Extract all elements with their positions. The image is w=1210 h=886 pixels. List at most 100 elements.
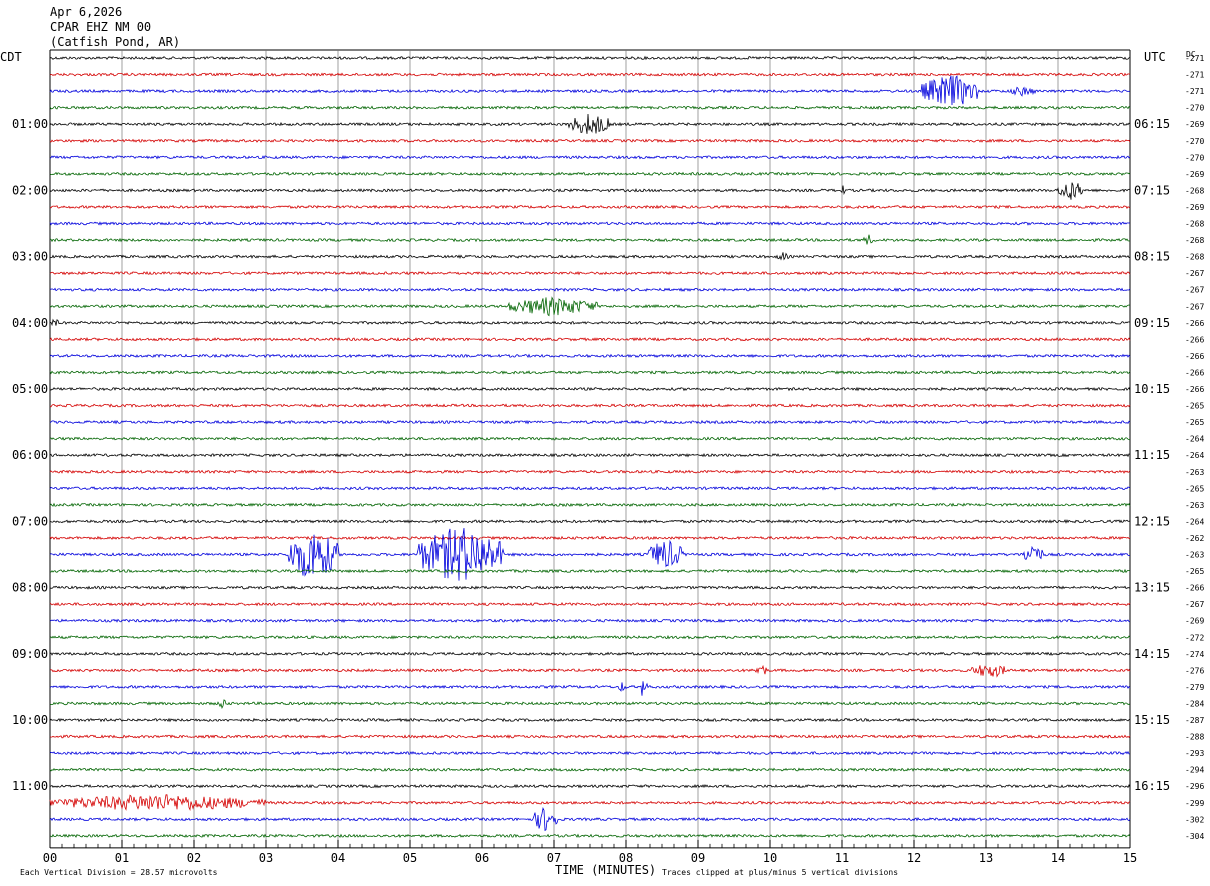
x-tick-label: 15 — [1123, 851, 1137, 865]
dc-offset-label: -269 — [1185, 203, 1204, 212]
x-axis-title: TIME (MINUTES) — [555, 863, 656, 877]
trace-line-33 — [49, 602, 1131, 607]
left-hour-label: 02:00 — [12, 183, 48, 197]
dc-offset-label: -268 — [1185, 220, 1204, 229]
trace-line-10 — [49, 221, 1131, 226]
dc-offset-label: -296 — [1185, 782, 1204, 791]
dc-offset-label: -271 — [1185, 71, 1204, 80]
dc-offset-label: -288 — [1185, 733, 1204, 742]
trace-line-27 — [49, 502, 1131, 508]
trace-line-6 — [49, 154, 1131, 160]
trace-layer — [49, 55, 1131, 839]
dc-offset-label: -268 — [1185, 236, 1204, 245]
dc-offset-label: -266 — [1185, 584, 1204, 593]
dc-offset-label: -262 — [1185, 534, 1204, 543]
x-tick-label: 11 — [835, 851, 849, 865]
dc-offset-label: -272 — [1185, 633, 1204, 642]
left-hour-label: 01:00 — [12, 117, 48, 131]
trace-line-46 — [49, 807, 1131, 832]
x-tick-label: 14 — [1051, 851, 1065, 865]
dc-offset-label: -270 — [1185, 137, 1204, 146]
right-hour-label: 12:15 — [1134, 514, 1170, 528]
trace-line-4 — [49, 113, 1131, 134]
dc-offset-label: -263 — [1185, 468, 1204, 477]
x-tick-label: 03 — [259, 851, 273, 865]
left-hour-label: 07:00 — [12, 514, 48, 528]
trace-line-26 — [49, 485, 1131, 491]
right-hour-label: 07:15 — [1134, 183, 1170, 197]
dc-offset-label: -266 — [1185, 385, 1204, 394]
trace-line-40 — [49, 717, 1131, 723]
trace-line-19 — [49, 370, 1131, 375]
plot-date: Apr 6,2026 — [50, 5, 122, 19]
right-hour-label: 13:15 — [1134, 581, 1170, 595]
dc-offset-label: -279 — [1185, 683, 1204, 692]
dc-offset-label: -293 — [1185, 749, 1204, 758]
trace-line-21 — [49, 403, 1131, 408]
x-tick-label: 10 — [763, 851, 777, 865]
dc-offset-label: -269 — [1185, 120, 1204, 129]
right-hour-label: 15:15 — [1134, 713, 1170, 727]
dc-offset-label: -265 — [1185, 484, 1204, 493]
dc-offset-label: -264 — [1185, 435, 1204, 444]
x-tick-label: 04 — [331, 851, 345, 865]
left-hour-label: 05:00 — [12, 382, 48, 396]
station-location: (Catfish Pond, AR) — [50, 35, 180, 49]
trace-line-3 — [49, 105, 1131, 110]
trace-line-24 — [49, 452, 1131, 458]
dc-offset-label: -302 — [1185, 815, 1204, 824]
dc-offset-label: -299 — [1185, 799, 1204, 808]
dc-offset-label: -264 — [1185, 517, 1204, 526]
left-timezone-label: CDT — [0, 50, 22, 64]
trace-line-20 — [49, 386, 1131, 392]
dc-offset-label: -263 — [1185, 501, 1204, 510]
x-tick-label: 01 — [115, 851, 129, 865]
trace-line-12 — [50, 252, 1131, 261]
dc-offset-label: -266 — [1185, 352, 1204, 361]
x-tick-label: 06 — [475, 851, 489, 865]
dc-offset-label: -264 — [1185, 451, 1204, 460]
dc-offset-label: -276 — [1185, 666, 1204, 675]
x-tick-label: 09 — [691, 851, 705, 865]
trace-line-37 — [49, 664, 1131, 678]
trace-line-43 — [49, 767, 1131, 772]
station-code: CPAR EHZ NM 00 — [50, 20, 151, 34]
trace-line-38 — [49, 681, 1131, 696]
right-hour-label: 10:15 — [1134, 382, 1170, 396]
dc-offset-label: -268 — [1185, 186, 1204, 195]
trace-line-42 — [49, 750, 1131, 756]
right-hour-label: 09:15 — [1134, 316, 1170, 330]
trace-line-22 — [49, 419, 1131, 425]
trace-line-17 — [49, 337, 1131, 342]
dc-offset-label: -274 — [1185, 650, 1204, 659]
right-hour-label: 11:15 — [1134, 448, 1170, 462]
left-hour-label: 06:00 — [12, 448, 48, 462]
dc-offset-label: -267 — [1185, 600, 1204, 609]
dc-offset-label: -267 — [1185, 286, 1204, 295]
footer-clip-note: Traces clipped at plus/minus 5 vertical … — [662, 868, 898, 877]
dc-offset-label: -266 — [1185, 335, 1204, 344]
left-hour-label: 10:00 — [12, 713, 48, 727]
x-tick-label: 02 — [187, 851, 201, 865]
trace-line-29 — [49, 535, 1131, 541]
trace-line-18 — [49, 353, 1131, 359]
x-tick-label: 00 — [43, 851, 57, 865]
dc-header: DC — [1186, 50, 1196, 59]
dc-offset-label: -304 — [1185, 832, 1204, 841]
trace-line-16 — [49, 318, 1131, 327]
left-hour-label: 04:00 — [12, 316, 48, 330]
x-tick-label: 12 — [907, 851, 921, 865]
trace-line-35 — [49, 634, 1131, 640]
trace-line-1 — [49, 72, 1131, 77]
right-hour-label: 06:15 — [1134, 117, 1170, 131]
trace-line-36 — [49, 651, 1131, 657]
left-hour-label: 11:00 — [12, 779, 48, 793]
dc-offset-label: -271 — [1185, 87, 1204, 96]
dc-offset-label: -265 — [1185, 418, 1204, 427]
right-hour-labels: 06:15 07:15 08:15 09:15 10:15 11:15 12:15 13:15… — [1134, 117, 1170, 793]
trace-line-39 — [49, 699, 1131, 710]
trace-line-8 — [49, 182, 1131, 200]
dc-offset-label: -263 — [1185, 551, 1204, 560]
trace-line-47 — [49, 833, 1131, 839]
